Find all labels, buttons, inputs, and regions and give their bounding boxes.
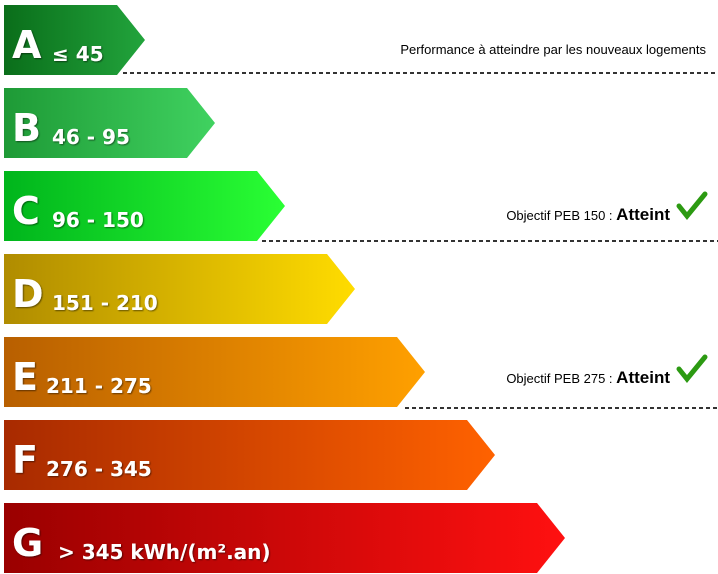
band-arrow [4,5,145,75]
objective-note: Objectif PEB 275 : Atteint [506,368,670,387]
band-letter: F [12,438,38,482]
band: E 211 - 275 [4,337,425,407]
band: G > 345 kWh/(m².an) [4,503,565,573]
objective-label: Objectif PEB 275 : [506,371,612,386]
band-range: 211 - 275 [46,374,152,398]
band-arrow [4,88,215,158]
objective-label: Objectif PEB 150 : [506,208,612,223]
check-icon [676,191,708,220]
band-range: 276 - 345 [46,457,152,481]
band-arrow [4,171,285,241]
band-range: > 345 kWh/(m².an) [58,540,271,564]
band-letter: G [12,521,43,565]
band: F 276 - 345 [4,420,495,490]
band-range: 46 - 95 [52,125,130,149]
band-arrow [4,420,495,490]
band: A ≤ 45 [4,5,145,75]
band-arrow [4,254,355,324]
performance-note: Performance à atteindre par les nouveaux… [400,42,706,57]
band-range: 96 - 150 [52,208,144,232]
band-letter: D [12,272,44,316]
band-letter: E [12,355,38,399]
band: C 96 - 150 [4,171,285,241]
band-letter: C [12,189,40,233]
objective-note: Objectif PEB 150 : Atteint [506,205,670,224]
band-letter: B [12,106,41,150]
band-arrow [4,337,425,407]
band: D 151 - 210 [4,254,355,324]
band-letter: A [12,23,42,67]
objective-status: Atteint [616,368,670,387]
band-arrow [4,503,565,573]
band: B 46 - 95 [4,88,215,158]
objective-status: Atteint [616,205,670,224]
check-icon [676,354,708,383]
band-range: ≤ 45 [52,42,104,66]
bands: A ≤ 45 B 46 - 95 C 96 - 150 D 151 - 210 E 211 - 2… [4,5,565,573]
band-range: 151 - 210 [52,291,158,315]
